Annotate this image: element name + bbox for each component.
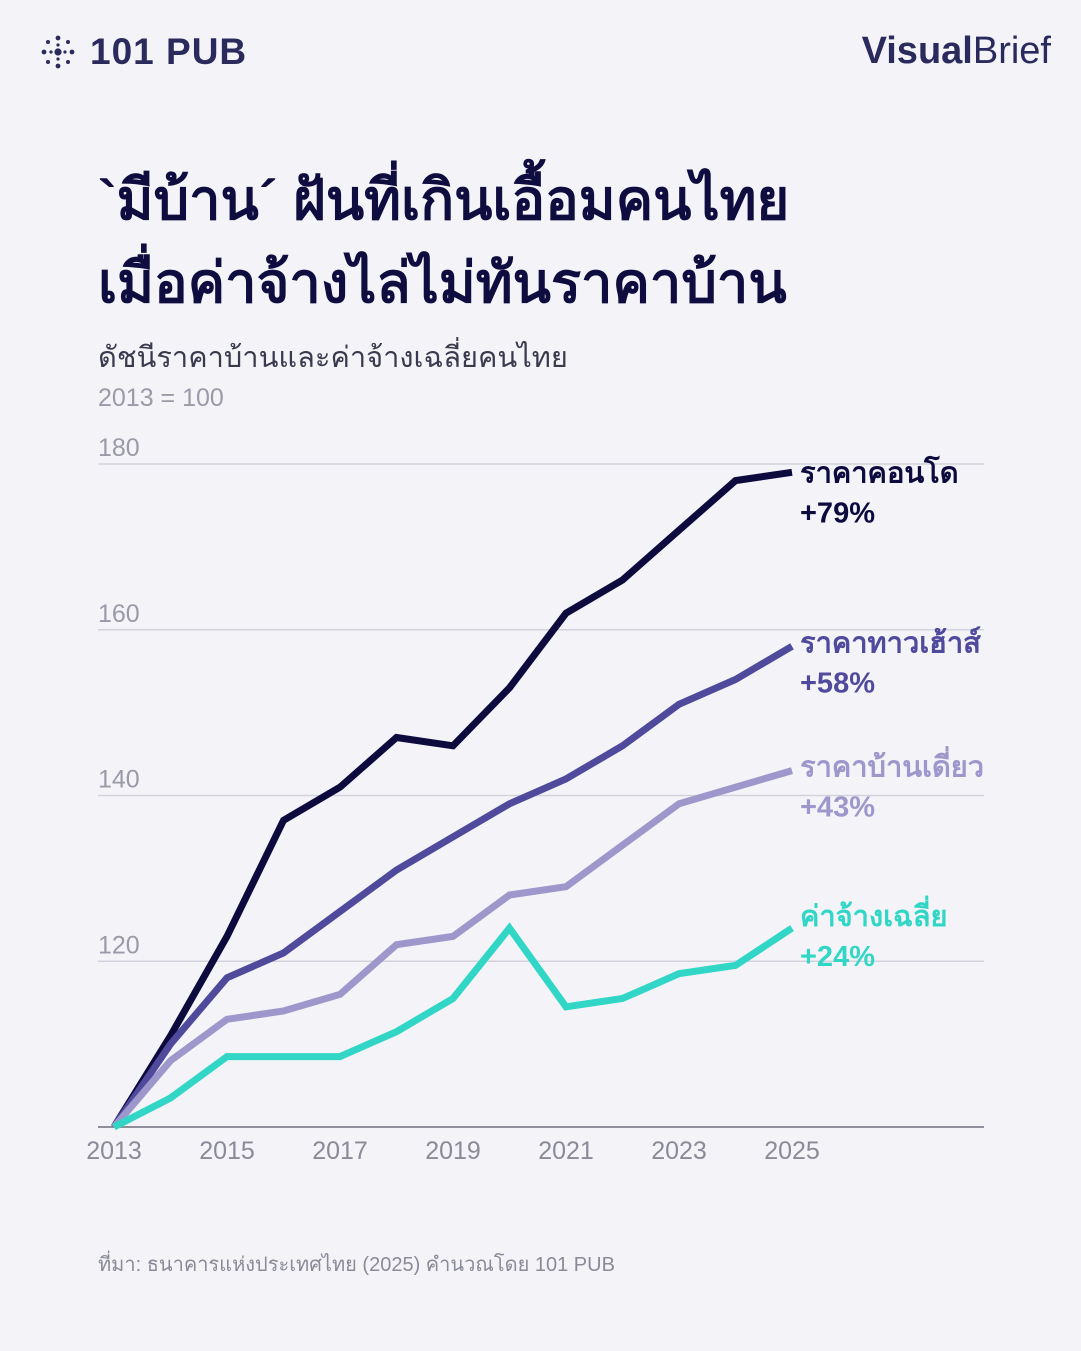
brand-logo-text: 101 PUB [90,31,248,72]
title-line-1: `มีบ้าน´ ฝันที่เกินเอื้อมคนไทย [98,168,790,231]
y-tick-label-180: 180 [98,434,140,462]
y-tick-label-140: 140 [98,766,140,794]
x-tick-label-2019: 2019 [425,1137,481,1165]
series-change-1: +79% [800,497,875,529]
series-change-3: +43% [800,792,875,824]
x-tick-label-2017: 2017 [312,1137,368,1165]
x-tick-label-2025: 2025 [764,1137,820,1165]
title-line-2: เมื่อค่าจ้างไล่ไม่ทันราคาบ้าน [98,251,787,314]
network-logo-icon [41,35,75,69]
brand-visualbrief: VisualBrief [862,30,1051,73]
x-tick-label-2013: 2013 [86,1137,142,1165]
brand-right-bold: Visual [861,30,973,72]
series-line-3 [111,767,793,1130]
series-change-2: +58% [800,667,875,699]
series-change-4: +24% [800,941,875,973]
series-label-3: ราคาบ้านเดี่ยว [800,746,984,784]
page-title: `มีบ้าน´ ฝันที่เกินเอื้อมคนไทย เมื่อค่าจ… [98,158,998,324]
chart-subtitle: ดัชนีราคาบ้านและค่าจ้างเฉลี่ยคนไทย [98,342,568,374]
brand-101pub: 101 PUB [36,30,247,74]
x-tick-label-2023: 2023 [651,1137,707,1165]
y-tick-label-160: 160 [98,600,140,628]
series-label-1: ราคาคอนโด [800,454,959,489]
series-label-2: ราคาทาวเฮ้าส์ [800,625,981,659]
x-tick-label-2015: 2015 [199,1137,255,1165]
brand-right-light: Brief [972,30,1051,72]
source-note: ที่มา: ธนาคารแห่งประเทศไทย (2025) คำนวณโ… [98,1254,615,1276]
y-tick-label-120: 120 [98,931,140,959]
series-line-1 [111,468,793,1129]
x-tick-label-2021: 2021 [538,1137,594,1165]
series-label-4: ค่าจ้างเฉลี่ย [800,895,948,933]
series-line-4 [112,922,794,1131]
series-line-2 [111,643,794,1129]
base-year-note: 2013 = 100 [98,384,224,412]
